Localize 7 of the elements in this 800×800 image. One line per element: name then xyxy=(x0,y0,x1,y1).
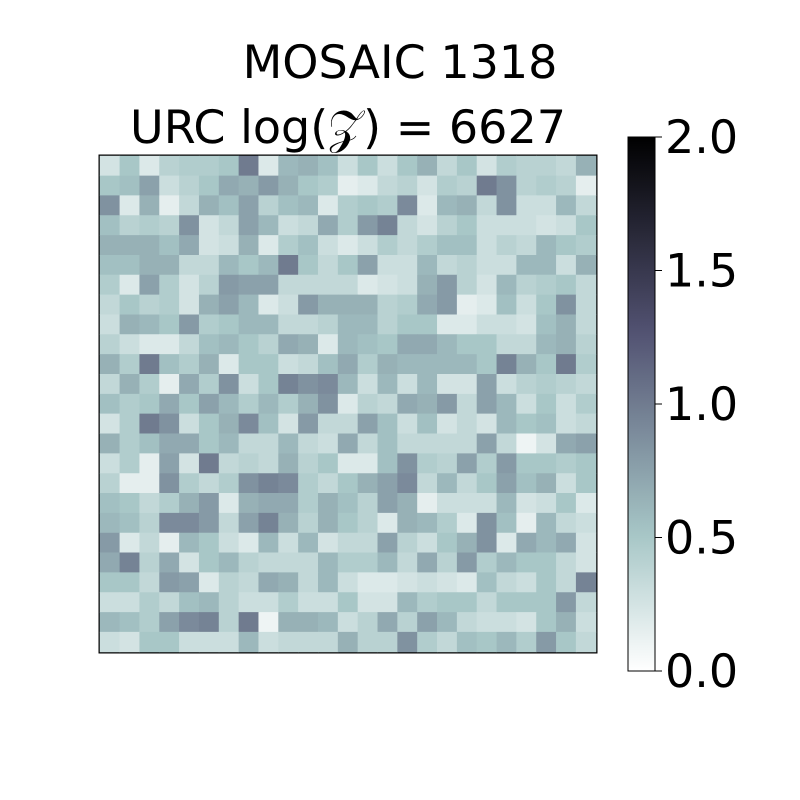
color-bar-label: 2.0 xyxy=(665,110,738,164)
color-bar-label: 0.0 xyxy=(665,644,738,698)
color-bar-label: 1.5 xyxy=(665,244,738,298)
color-bar-label: 0.5 xyxy=(665,510,738,564)
color-bar-label: 1.0 xyxy=(665,377,738,431)
chart-title: MOSAIC 1318 xyxy=(242,35,558,89)
chart-subtitle: URC log(𝒵) = 6627 xyxy=(130,100,566,154)
